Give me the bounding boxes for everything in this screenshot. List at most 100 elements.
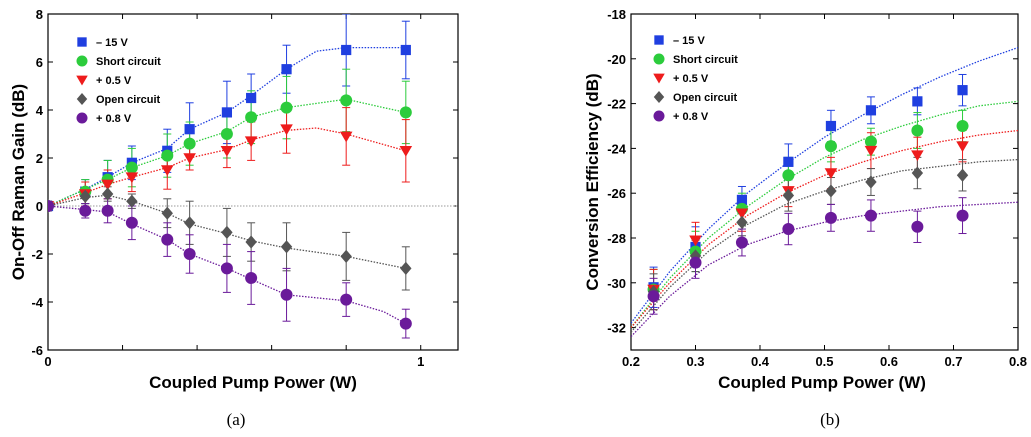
data-point xyxy=(79,189,91,203)
y-tick-label: 8 xyxy=(36,7,43,22)
data-point xyxy=(126,194,138,208)
data-point xyxy=(79,204,92,217)
data-point xyxy=(825,120,837,132)
data-point xyxy=(399,106,412,119)
data-point xyxy=(736,215,748,229)
legend-marker xyxy=(76,112,88,124)
data-point xyxy=(864,135,877,148)
fit-curve xyxy=(631,129,1018,329)
y-tick-label: -20 xyxy=(607,52,626,67)
data-point xyxy=(865,175,877,189)
legend-label: Short circuit xyxy=(673,54,738,66)
data-point xyxy=(245,235,257,249)
data-point xyxy=(864,145,878,157)
legend-marker xyxy=(653,73,665,84)
y-tick-label: -28 xyxy=(607,231,626,246)
chart-panel-b: Coupled Pump Power (W) Conversion Effici… xyxy=(583,7,1027,429)
data-point xyxy=(340,94,353,107)
data-point xyxy=(183,216,196,230)
data-point xyxy=(160,165,174,176)
data-point xyxy=(736,194,748,206)
data-point xyxy=(339,131,353,143)
legend-label: – 15 V xyxy=(673,35,705,47)
y-tick-label: -22 xyxy=(607,97,626,112)
x-axis-label: Coupled Pump Power (W) xyxy=(149,373,357,392)
data-point xyxy=(912,96,923,107)
legend-marker xyxy=(76,75,88,86)
data-point xyxy=(183,153,196,164)
chart-panel-a: Coupled Pump Power (W) On-Off Raman Gain… xyxy=(9,7,459,429)
data-point xyxy=(280,101,293,114)
fit-curve xyxy=(631,201,1018,338)
plot-content xyxy=(48,14,413,339)
data-point xyxy=(244,136,258,148)
fit-curve xyxy=(48,127,406,207)
panel-caption: (b) xyxy=(820,410,840,429)
y-tick-label: -32 xyxy=(607,321,626,336)
data-point xyxy=(782,169,795,182)
data-point xyxy=(782,223,795,236)
fit-curve xyxy=(48,205,407,325)
legend-marker xyxy=(653,110,665,122)
data-point xyxy=(161,206,173,220)
data-point xyxy=(280,124,293,136)
y-tick-label: -24 xyxy=(607,141,627,156)
x-tick-label: 0.2 xyxy=(622,354,640,369)
y-tick-label: -26 xyxy=(607,186,626,201)
data-point xyxy=(956,120,969,132)
legend-marker xyxy=(77,37,87,47)
legend-label: + 0.8 V xyxy=(673,111,709,123)
data-point xyxy=(783,156,794,167)
data-point xyxy=(956,209,969,222)
data-point xyxy=(280,288,293,301)
y-tick-label: -6 xyxy=(31,343,43,358)
data-point xyxy=(220,146,234,157)
legend-label: + 0.5 V xyxy=(673,73,709,85)
data-point xyxy=(689,256,702,269)
data-point xyxy=(340,249,352,263)
data-point xyxy=(101,204,114,217)
legend-marker xyxy=(76,92,88,106)
x-tick-label: 0.8 xyxy=(1009,354,1027,369)
data-point xyxy=(101,179,114,191)
data-point xyxy=(183,137,196,150)
data-point xyxy=(689,235,702,247)
data-point xyxy=(399,146,413,157)
data-point xyxy=(48,200,54,212)
data-point xyxy=(220,262,233,275)
x-tick-label: 0.3 xyxy=(686,354,704,369)
legend-label: – 15 V xyxy=(96,37,128,49)
legend-marker xyxy=(654,35,664,45)
data-point xyxy=(340,293,353,306)
data-point xyxy=(782,188,795,203)
legend-marker xyxy=(653,90,665,104)
data-point xyxy=(864,209,877,222)
x-tick-label: 0.5 xyxy=(815,354,833,369)
x-tick-label: 0.7 xyxy=(944,354,962,369)
data-point xyxy=(956,141,969,153)
data-point xyxy=(824,140,837,153)
x-axis-label: Coupled Pump Power (W) xyxy=(718,373,926,392)
data-point xyxy=(101,187,114,201)
x-tick-label: 1 xyxy=(417,354,424,369)
data-point xyxy=(245,272,258,284)
data-point xyxy=(911,220,924,233)
x-tick-label: 0.4 xyxy=(751,354,770,369)
data-point xyxy=(125,161,138,174)
y-axis-label: On-Off Raman Gain (dB) xyxy=(9,84,28,280)
data-point xyxy=(245,111,258,124)
data-point xyxy=(825,184,837,198)
plot-area-frame xyxy=(47,13,459,351)
data-point xyxy=(400,44,411,56)
y-tick-label: -4 xyxy=(31,295,43,310)
y-axis-label: Conversion Efficiency (dB) xyxy=(583,73,602,290)
data-point xyxy=(911,166,924,180)
data-point xyxy=(735,208,749,220)
data-point xyxy=(220,128,233,140)
data-point xyxy=(184,124,195,135)
data-point xyxy=(246,92,257,104)
y-tick-label: -2 xyxy=(31,247,43,262)
y-tick-label: -18 xyxy=(607,7,626,22)
data-point xyxy=(647,290,660,303)
data-point xyxy=(824,168,838,180)
